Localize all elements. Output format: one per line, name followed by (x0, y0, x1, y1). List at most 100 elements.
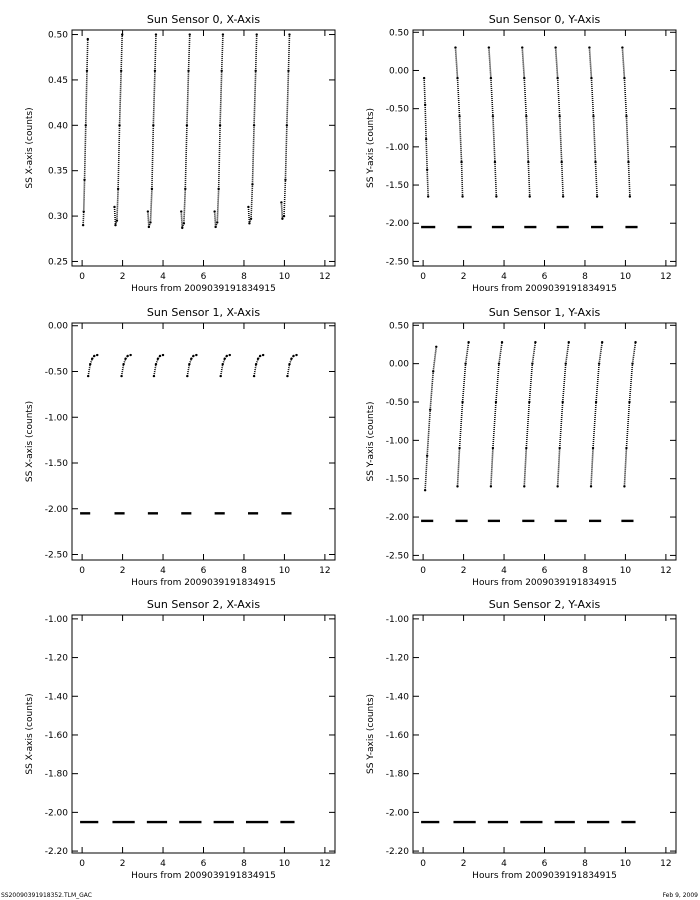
y-tick-label: -2.00 (386, 513, 410, 523)
y-tick-label: -2.00 (45, 505, 69, 515)
data-point (558, 115, 561, 118)
data-point (221, 33, 225, 36)
data-trace (429, 371, 435, 410)
data-point (225, 354, 228, 358)
data-trace (149, 188, 153, 223)
data-point (564, 362, 567, 365)
data-point (528, 195, 531, 198)
x-tick-label: 6 (542, 859, 548, 869)
data-point (86, 374, 90, 378)
data-point (184, 187, 187, 191)
y-tick-label: -1.50 (45, 459, 69, 469)
x-tick-label: 12 (319, 566, 330, 576)
data-point (628, 195, 632, 198)
data-point (528, 400, 531, 404)
data-point (592, 115, 595, 118)
data-point (292, 354, 295, 358)
data-point (554, 46, 557, 49)
chart-title: Sun Sensor 1, X-Axis (147, 306, 260, 319)
data-trace (554, 47, 559, 79)
data-trace (556, 78, 561, 117)
y-tick-label: 0.50 (389, 321, 409, 331)
data-trace (523, 78, 528, 117)
x-tick-label: 10 (620, 859, 632, 869)
y-tick-label: -2.50 (386, 257, 410, 267)
data-point (280, 201, 283, 204)
data-point (228, 353, 231, 357)
y-tick-label: -1.50 (386, 181, 410, 191)
data-trace (590, 447, 594, 487)
data-trace (147, 211, 150, 228)
data-point (588, 46, 591, 49)
data-point (527, 160, 530, 164)
y-tick-label: -2.00 (386, 219, 410, 229)
x-axis-label: Hours from 2009039191834915 (472, 871, 617, 881)
data-point (423, 103, 427, 107)
data-point (126, 354, 129, 358)
data-point (83, 178, 86, 181)
y-tick-label: -1.00 (386, 143, 410, 153)
y-axis-label: SS X-axis (counts) (25, 107, 35, 188)
data-point (261, 353, 265, 357)
data-point (185, 124, 189, 127)
data-point (489, 485, 493, 488)
y-tick-label: -1.20 (45, 654, 69, 664)
data-trace (561, 363, 567, 403)
data-point (591, 446, 595, 450)
y-tick-label: -1.50 (386, 475, 410, 485)
x-tick-label: 12 (319, 272, 330, 282)
x-tick-label: 2 (461, 566, 467, 576)
data-trace (120, 34, 123, 71)
data-point (286, 374, 289, 378)
data-point (221, 362, 224, 366)
footer-date: Feb 9, 2009 (662, 892, 698, 899)
data-trace (284, 125, 288, 180)
data-point (195, 353, 198, 357)
data-trace (286, 70, 290, 126)
data-point (187, 69, 190, 73)
data-trace (595, 363, 600, 403)
y-tick-label: -2.50 (386, 551, 410, 561)
data-trace (523, 447, 528, 487)
x-tick-label: 10 (279, 272, 291, 282)
data-point (595, 195, 599, 198)
y-tick-label: -2.20 (45, 847, 69, 857)
data-point (258, 354, 262, 358)
x-tick-label: 4 (501, 859, 507, 869)
data-trace (454, 47, 459, 79)
footer-filename: SS20090391918352.TLM_GAC (1, 892, 92, 899)
data-point (180, 210, 183, 213)
data-trace (86, 39, 89, 71)
data-trace (113, 206, 117, 226)
data-point (525, 446, 528, 450)
data-point (631, 362, 634, 365)
data-trace (82, 211, 85, 226)
x-tick-label: 8 (241, 272, 247, 282)
data-point (146, 210, 150, 213)
y-tick-label: 0.35 (48, 167, 68, 177)
data-point (458, 446, 461, 450)
data-trace (464, 342, 470, 364)
data-trace (458, 401, 464, 449)
y-tick-label: -1.40 (386, 692, 410, 702)
data-trace (527, 162, 531, 197)
data-trace (120, 364, 125, 377)
data-point (493, 160, 497, 164)
y-tick-label: -1.60 (45, 731, 69, 741)
data-point (248, 222, 251, 225)
data-point (594, 160, 597, 164)
y-tick-label: 0.00 (48, 322, 68, 332)
data-point (284, 178, 287, 181)
x-tick-label: 0 (79, 566, 85, 576)
x-tick-label: 12 (660, 859, 671, 869)
data-point (161, 353, 165, 357)
y-tick-label: 0.45 (48, 76, 68, 86)
data-trace (621, 47, 626, 79)
data-point (487, 46, 491, 49)
data-point (456, 485, 459, 488)
data-point (255, 33, 258, 36)
x-tick-label: 2 (120, 272, 126, 282)
x-axis-label: Hours from 2009039191834915 (131, 284, 276, 294)
data-point (561, 195, 565, 198)
y-tick-label: -0.50 (386, 105, 410, 115)
